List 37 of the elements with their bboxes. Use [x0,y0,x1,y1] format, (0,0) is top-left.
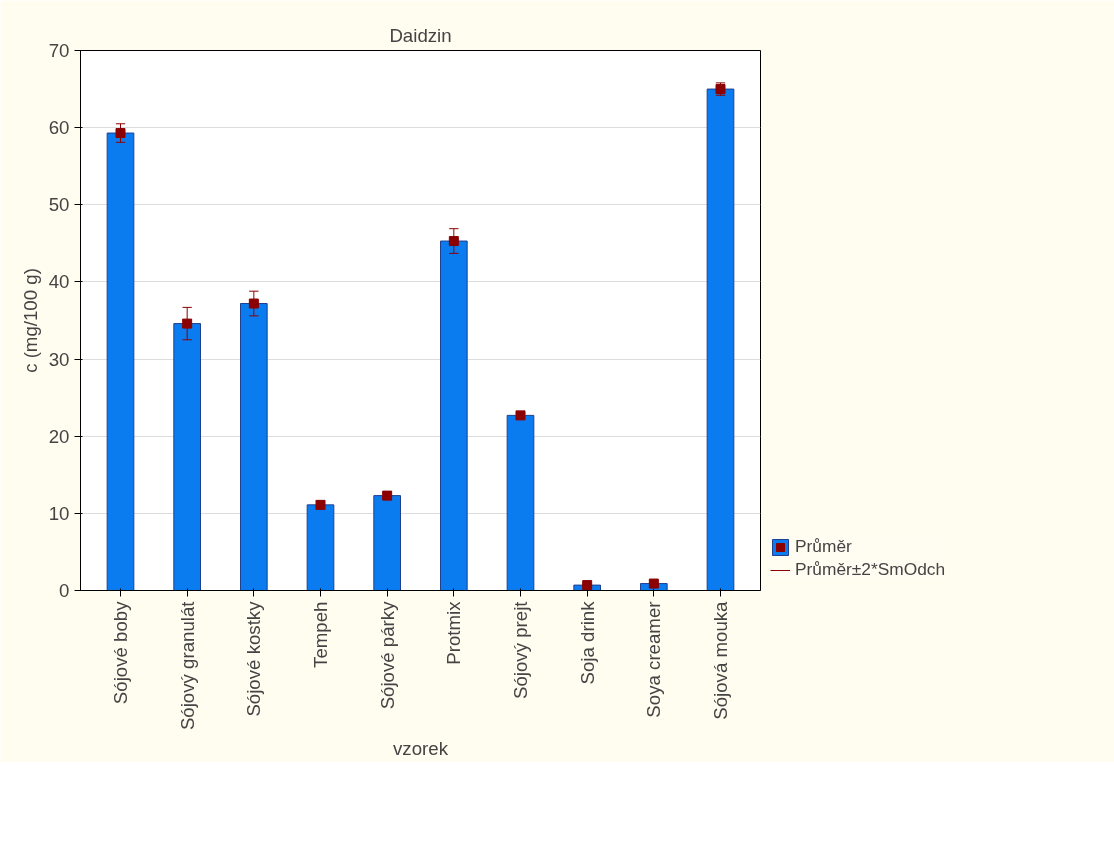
y-tick-label: 30 [48,348,70,370]
x-tick-label: Sójové párky [376,600,398,710]
bar [373,495,401,591]
y-tick-label: 40 [48,271,70,293]
x-tick-label: Sójové kostky [243,600,265,717]
point [115,128,126,139]
x-tick-label: Soja drink [576,600,598,685]
y-tick-label: 0 [59,580,70,601]
point [182,318,193,329]
x-tick-label: Soya creamer [643,601,665,718]
y-tick-label: 20 [48,425,70,447]
y-tick-label: 10 [48,502,70,524]
text: Průměr±2*SmOdch [795,559,946,580]
bar [440,240,468,591]
y-tick-label: 70 [48,40,70,61]
point [448,236,459,247]
legend-label: Průměr [795,536,852,557]
point [582,580,593,591]
bar [173,323,201,591]
x-tick-label: Sójové boby [110,600,131,705]
y-axis-title: c (mg/100 g) [19,268,41,373]
bar [706,88,735,591]
x-tick-label: Tempeh [310,601,331,668]
x-tick-label: Sójová mouka [710,600,731,720]
bar [106,132,135,591]
y-tick-label: 50 [48,194,70,216]
bar [506,414,535,591]
x-tick-label: Sójový granulát [176,600,198,731]
bar [240,303,268,591]
x-axis-title: vzorek [393,738,449,760]
x-tick-label: Sójový prejt [510,600,531,699]
x-tick-label: Protmix [443,600,465,665]
bar [306,504,335,591]
point [648,578,659,589]
point [248,298,259,309]
y-tick-label: 60 [48,117,70,139]
chart-title: Daidzin [389,24,452,46]
